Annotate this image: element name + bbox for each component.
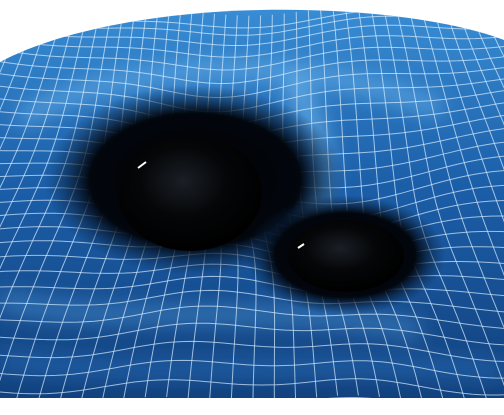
black-hole <box>118 135 262 251</box>
black-hole <box>288 220 404 292</box>
grid-line <box>418 9 504 398</box>
grid-line <box>0 9 52 398</box>
grid-line <box>0 10 77 398</box>
grid-line <box>0 11 101 398</box>
grid-line <box>405 9 504 398</box>
grid-line <box>0 10 65 398</box>
grid-line <box>0 11 89 398</box>
grid-line <box>466 9 504 398</box>
grid-line <box>430 9 504 398</box>
grid-line <box>393 9 504 398</box>
highlight <box>137 161 147 169</box>
grid-line <box>0 396 504 398</box>
highlight <box>297 243 305 249</box>
grid-line <box>0 9 40 398</box>
grid-line <box>454 9 504 398</box>
grid-line <box>442 9 504 398</box>
